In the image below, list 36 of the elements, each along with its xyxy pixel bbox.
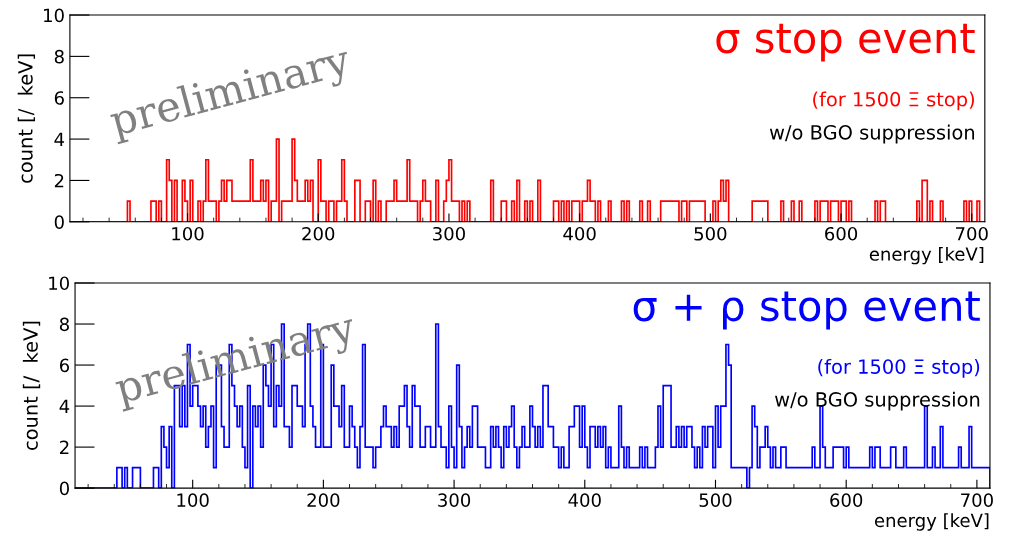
y-axis-title: count [/ keV]	[17, 54, 36, 183]
x-tick-label: 500	[694, 226, 727, 241]
y-tick-label: 8	[54, 49, 64, 64]
chart-title: σ + ρ stop event	[633, 291, 980, 330]
chart-title: σ stop event	[716, 23, 975, 62]
y-axis-title: count [/ keV]	[22, 321, 41, 450]
x-tick-label: 700	[961, 493, 993, 507]
x-tick-label: 400	[563, 226, 596, 241]
y-tick-label: 6	[59, 358, 70, 373]
annotation: w/o BGO suppression	[769, 124, 975, 144]
x-tick-label: 400	[568, 493, 601, 507]
text: (for 1500 Ξ stop)	[818, 358, 980, 378]
x-axis-title: energy [keV]	[874, 513, 989, 531]
y-tick-label: 0	[54, 215, 64, 229]
x-tick-label: 200	[307, 493, 340, 507]
y-tick-label: 0	[59, 481, 69, 496]
y-tick-label: 6	[54, 91, 64, 105]
x-tick-label: 100	[172, 226, 204, 241]
y-tick-label: 10	[49, 276, 69, 291]
x-tick-label: 100	[177, 493, 209, 507]
x-tick-label: 500	[699, 493, 732, 507]
y-tick-label: 2	[60, 440, 69, 454]
y-tick-label: 8	[59, 317, 69, 332]
x-tick-label: 700	[956, 226, 988, 241]
text: (for 1500 Ξ stop)	[813, 91, 974, 111]
x-tick-label: 200	[302, 226, 335, 241]
y-tick-label: 2	[54, 173, 64, 188]
annotation: w/o BGO suppression	[775, 391, 980, 411]
y-tick-label: 10	[44, 8, 64, 23]
y-tick-label: 4	[59, 399, 70, 413]
x-tick-label: 600	[825, 226, 858, 241]
x-tick-label: 300	[433, 226, 465, 241]
y-tick-label: 4	[54, 132, 65, 146]
x-tick-label: 600	[830, 493, 863, 507]
x-axis-title: energy [keV]	[869, 246, 984, 265]
x-tick-label: 300	[438, 493, 471, 507]
